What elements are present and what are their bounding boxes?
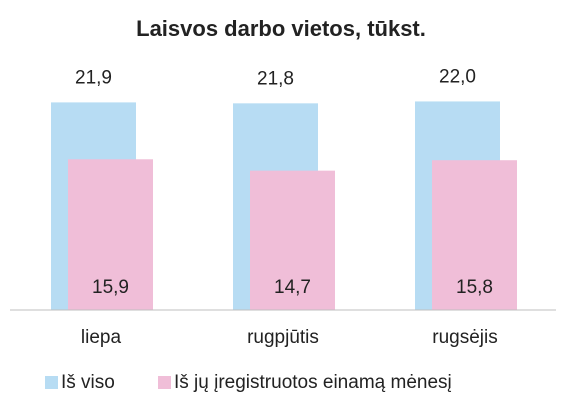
legend-label: Iš jų įregistruotos einamą mėnesį: [174, 372, 452, 393]
value-label: 15,9: [92, 277, 129, 298]
chart-title: Laisvos darbo vietos, tūkst.: [136, 16, 426, 41]
legend-label: Iš viso: [61, 372, 115, 393]
x-tick-label: liepa: [81, 327, 122, 348]
x-tick-label: rugpjūtis: [247, 327, 319, 348]
value-label: 14,7: [274, 277, 311, 298]
value-label: 15,8: [456, 277, 493, 298]
value-label: 22,0: [439, 66, 476, 87]
value-label: 21,8: [257, 68, 294, 89]
value-label: 21,9: [75, 67, 112, 88]
bar: [432, 160, 517, 310]
legend-swatch: [45, 376, 58, 389]
x-tick-label: rugsėjis: [432, 327, 497, 348]
legend-swatch: [158, 376, 171, 389]
bar: [250, 170, 335, 310]
bar: [68, 159, 153, 310]
